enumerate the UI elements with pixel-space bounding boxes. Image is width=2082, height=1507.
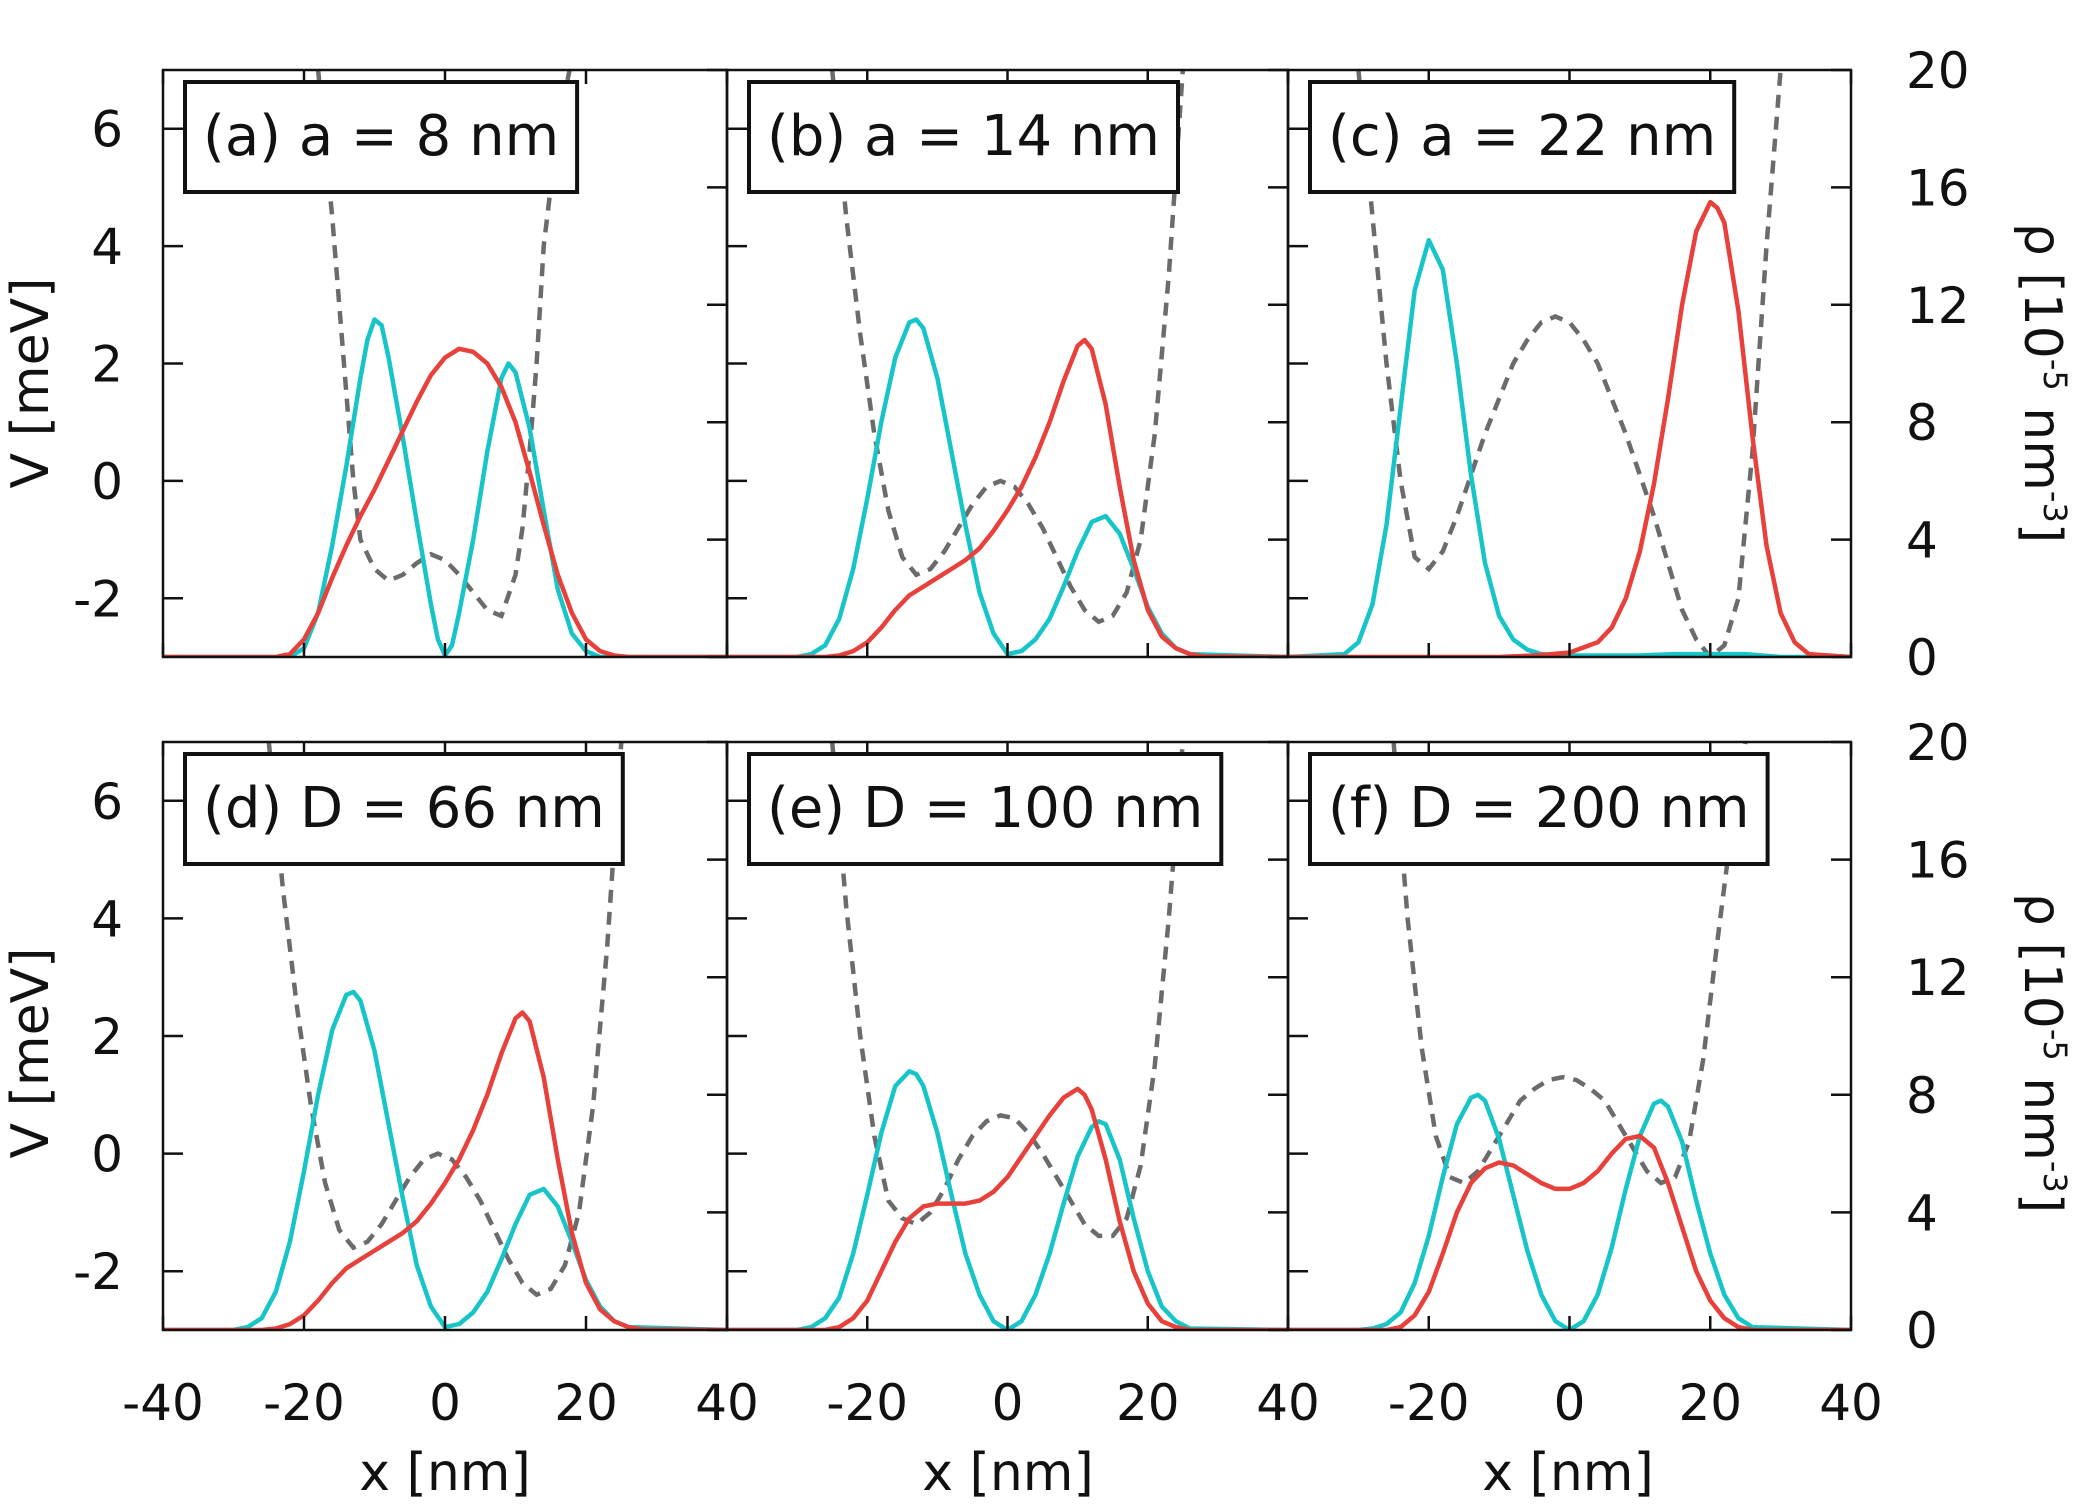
- panel-a: -2 0 2 4 6 (a) a = 8 nm: [73, 68, 729, 659]
- x-tick-label: -20: [263, 1374, 345, 1432]
- panel-curves: [163, 742, 727, 1330]
- y-right-tick-label: 4: [1906, 512, 1938, 570]
- y-right-tick-label: 0: [1906, 629, 1938, 687]
- density-cyan-line: [163, 989, 727, 1330]
- x-label-1: x [nm]: [359, 1443, 531, 1503]
- y-left-tick-label: 4: [91, 218, 123, 276]
- y-right-tick-label: 4: [1906, 1184, 1938, 1242]
- y-right-label-end: ]: [2012, 523, 2072, 543]
- panel-label: (b) a = 14 nm: [767, 104, 1160, 169]
- y-right-label-exp2: -3: [2036, 1161, 2074, 1193]
- density-red-line: [1288, 1133, 1851, 1330]
- y-right-tick-label: 12: [1906, 277, 1970, 335]
- panel-b: (b) a = 14 nm: [725, 68, 1290, 659]
- panel-curves: [727, 70, 1288, 657]
- x-label-3: x [nm]: [1482, 1443, 1654, 1503]
- y-right-label-end: ]: [2012, 1193, 2072, 1213]
- panel-curves: [727, 742, 1288, 1330]
- y-left-label-top: V [meV]: [1, 278, 61, 489]
- x-tick-label: 0: [1554, 1374, 1586, 1432]
- panel-label: (c) a = 22 nm: [1328, 104, 1716, 169]
- density-cyan-line: [727, 317, 1288, 657]
- y-right-tick-label: 16: [1906, 832, 1970, 890]
- panel-label: (a) a = 8 nm: [203, 104, 559, 169]
- y-right-label-exp1: -5: [2036, 1029, 2074, 1061]
- potential-dashed-line: [266, 742, 624, 1298]
- y-right-tick-label: 12: [1906, 949, 1970, 1007]
- y-right-label-mid: nm: [2012, 391, 2072, 491]
- panel-label-box: [183, 752, 625, 866]
- panel-label: (f) D = 200 nm: [1328, 776, 1750, 841]
- density-red-line: [163, 1010, 727, 1330]
- panel-curves: [1288, 742, 1851, 1330]
- y-left-label-bottom: V [meV]: [1, 948, 61, 1159]
- y-right-tick-label: 0: [1906, 1302, 1938, 1360]
- panel-label-box: [1308, 752, 1770, 866]
- y-left-tick-label: 0: [91, 453, 123, 511]
- y-right-label-start: ρ [10: [2012, 223, 2072, 359]
- y-right-label-exp1: -5: [2036, 359, 2074, 391]
- panel-c: 0 4 8 12 16 20 (c) a = 22 nm: [1286, 42, 1970, 687]
- y-right-label-start: ρ [10: [2012, 893, 2072, 1029]
- y-left-tick-label: 4: [91, 890, 123, 948]
- panel-label-box: [747, 752, 1224, 866]
- x-tick-label: -40: [122, 1374, 204, 1432]
- x-tick-label: -20: [826, 1374, 908, 1432]
- y-right-tick-label: 8: [1906, 394, 1938, 452]
- x-tick-label: 0: [429, 1374, 461, 1432]
- potential-dashed-line: [1391, 742, 1748, 1186]
- y-left-tick-label: 0: [91, 1126, 123, 1184]
- y-left-tick-label: 2: [91, 1008, 123, 1066]
- x-tick-label: 40: [1256, 1374, 1320, 1432]
- y-right-tick-label: 16: [1906, 159, 1970, 217]
- potential-dashed-line: [1356, 70, 1783, 657]
- panel-curves: [163, 70, 727, 657]
- density-cyan-line: [1288, 237, 1851, 657]
- x-tick-label: 20: [1678, 1374, 1742, 1432]
- density-red-line: [163, 346, 727, 657]
- panel-label-box: [747, 80, 1180, 194]
- x-tick-label: -20: [1388, 1374, 1470, 1432]
- x-tick-label: 0: [992, 1374, 1024, 1432]
- y-left-tick-label: -2: [73, 1243, 123, 1301]
- potential-dashed-line: [829, 742, 1186, 1239]
- potential-dashed-line: [315, 70, 572, 619]
- panel-label-box: [1308, 80, 1737, 194]
- panel-label: (d) D = 66 nm: [203, 776, 605, 841]
- density-cyan-line: [163, 317, 727, 657]
- y-right-tick-label: 8: [1906, 1067, 1938, 1125]
- density-cyan-line: [1288, 1092, 1851, 1330]
- panel-curves: [1288, 70, 1851, 657]
- y-right-label-bottom: ρ [10-5 nm-3]: [2012, 893, 2074, 1213]
- y-left-tick-label: -2: [73, 570, 123, 628]
- panel-e: -20 0 20 40 (e) D = 100 nm: [725, 740, 1320, 1432]
- y-left-tick-label: 6: [91, 101, 123, 159]
- density-red-line: [727, 337, 1288, 657]
- y-right-label-exp2: -3: [2036, 491, 2074, 523]
- x-label-2: x [nm]: [922, 1443, 1094, 1503]
- panel-label-box: [183, 80, 580, 194]
- y-right-tick-label: 20: [1906, 714, 1970, 772]
- y-left-tick-label: 6: [91, 773, 123, 831]
- panel-label: (e) D = 100 nm: [767, 776, 1203, 841]
- density-red-line: [1288, 199, 1851, 657]
- x-tick-label: 20: [554, 1374, 618, 1432]
- y-right-label-top: ρ [10-5 nm-3]: [2012, 223, 2074, 543]
- panel-f: 0 4 8 12 16 20 -20 0 20 40 (f) D = 200 nm: [1286, 714, 1970, 1432]
- x-tick-label: 40: [695, 1374, 759, 1432]
- density-cyan-line: [727, 1069, 1288, 1330]
- y-right-tick-label: 20: [1906, 42, 1970, 100]
- y-right-label-mid: nm: [2012, 1061, 2072, 1161]
- potential-dashed-line: [829, 70, 1186, 625]
- x-tick-label: 20: [1116, 1374, 1180, 1432]
- y-left-tick-label: 2: [91, 336, 123, 394]
- density-red-line: [727, 1086, 1288, 1330]
- x-tick-label: 40: [1819, 1374, 1883, 1432]
